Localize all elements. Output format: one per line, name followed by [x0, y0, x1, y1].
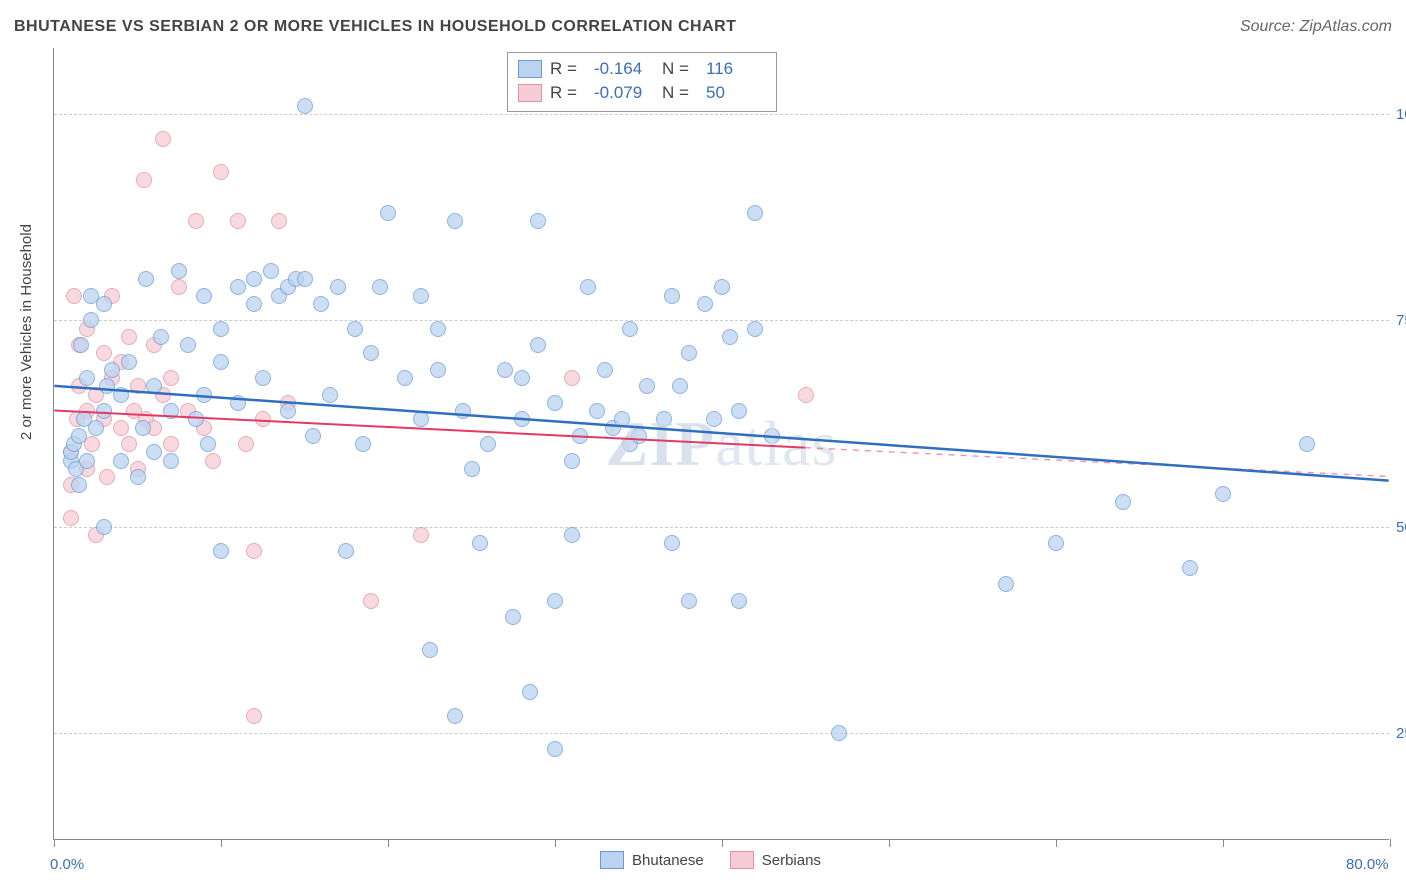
source-prefix: Source: [1240, 18, 1300, 35]
legend-swatch-bhutanese [518, 60, 542, 78]
legend-label-serbians: Serbians [762, 852, 821, 869]
x-tick-label: 80.0% [1346, 856, 1389, 873]
source-attribution: Source: ZipAtlas.com [1240, 18, 1392, 36]
chart-title: BHUTANESE VS SERBIAN 2 OR MORE VEHICLES … [14, 18, 736, 36]
x-tick [54, 839, 55, 847]
y-tick-label: 25.0% [1396, 725, 1406, 742]
trend-lines [54, 48, 1389, 839]
trendline-bhutanese [54, 386, 1388, 481]
y-axis-title: 2 or more Vehicles in Household [18, 224, 35, 440]
trendline-serbians-extrapolated [805, 448, 1389, 477]
x-tick [1056, 839, 1057, 847]
legend-stats: R = -0.164 N = 116 R = -0.079 N = 50 [507, 52, 777, 112]
source-name: ZipAtlas.com [1300, 18, 1392, 35]
legend-stats-row-bhutanese: R = -0.164 N = 116 [518, 57, 766, 81]
y-tick-label: 75.0% [1396, 312, 1406, 329]
x-tick [221, 839, 222, 847]
legend-swatch-bhutanese [600, 851, 624, 869]
legend-R-label: R = [550, 83, 586, 103]
legend-N-value-bhutanese: 116 [706, 59, 766, 79]
legend-R-value-bhutanese: -0.164 [594, 59, 654, 79]
legend-label-bhutanese: Bhutanese [632, 852, 704, 869]
legend-swatch-serbians [730, 851, 754, 869]
x-tick [722, 839, 723, 847]
trendline-serbians [54, 411, 805, 448]
scatter-plot: ZIPatlas R = -0.164 N = 116 R = -0.079 N… [53, 48, 1389, 840]
x-tick [1223, 839, 1224, 847]
y-tick-label: 50.0% [1396, 519, 1406, 536]
legend-stats-row-serbians: R = -0.079 N = 50 [518, 81, 766, 105]
legend-item-serbians: Serbians [730, 851, 821, 869]
legend-item-bhutanese: Bhutanese [600, 851, 704, 869]
x-tick [388, 839, 389, 847]
x-tick [889, 839, 890, 847]
legend-swatch-serbians [518, 84, 542, 102]
legend-R-label: R = [550, 59, 586, 79]
x-tick-label: 0.0% [50, 856, 84, 873]
legend-R-value-serbians: -0.079 [594, 83, 654, 103]
x-tick [1390, 839, 1391, 847]
legend-N-value-serbians: 50 [706, 83, 766, 103]
x-tick [555, 839, 556, 847]
legend-series: Bhutanese Serbians [600, 851, 821, 869]
y-tick-label: 100.0% [1396, 106, 1406, 123]
legend-N-label: N = [662, 59, 698, 79]
legend-N-label: N = [662, 83, 698, 103]
